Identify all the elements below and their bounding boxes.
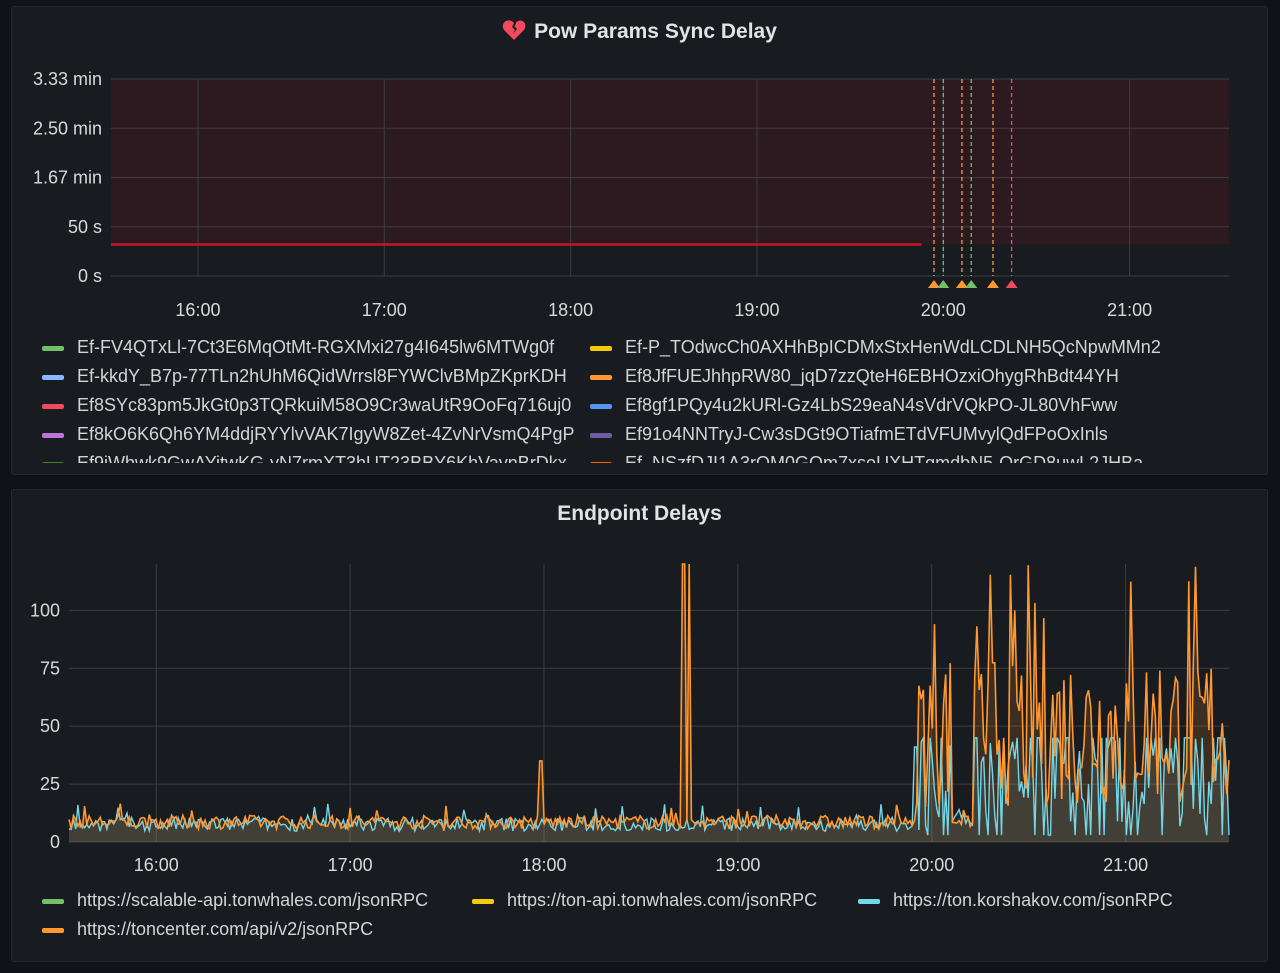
- legend-swatch: [590, 432, 612, 438]
- x-tick-label: 21:00: [1107, 300, 1152, 320]
- legend-item[interactable]: Ef91o4NNTryJ-Cw3sDGt9OTiafmETdVFUMvylQdF…: [590, 424, 1108, 445]
- legend-label: Ef8JfFUEJhhpRW80_jqD7zzQteH6EBHOzxiOhygR…: [625, 366, 1119, 386]
- legend-item[interactable]: Ef_NSzfDJI1A3rOM0GOm7xsoUXHTqmdbN5-OrGD8…: [590, 453, 1143, 463]
- series-line: [68, 563, 1230, 832]
- y-tick-label: 3.33 min: [33, 69, 102, 89]
- legend: https://scalable-api.tonwhales.com/jsonR…: [42, 890, 1257, 955]
- y-tick-label: 50: [40, 716, 60, 736]
- annotation-marker: [937, 280, 950, 288]
- y-tick-label: 1.67 min: [33, 168, 102, 188]
- x-tick-label: 16:00: [175, 300, 220, 320]
- endpoint-delays-panel: Endpoint Delays 0 25 50 75 100 16:00 17:00 18:0…: [11, 489, 1268, 962]
- legend-swatch: [590, 374, 612, 380]
- broken-heart-icon: [502, 19, 526, 47]
- legend-item[interactable]: Ef8JfFUEJhhpRW80_jqD7zzQteH6EBHOzxiOhygR…: [590, 366, 1119, 387]
- y-tick-label: 0: [50, 832, 60, 852]
- panel-title-text: Pow Params Sync Delay: [534, 20, 777, 43]
- legend-item[interactable]: Ef9iWhwk9GwAYitwKG-yN7rmXT3hUT23BBY6KhVa…: [42, 453, 567, 463]
- legend-item[interactable]: https://toncenter.com/api/v2/jsonRPC: [42, 919, 373, 940]
- legend-swatch: [590, 345, 612, 351]
- legend-label: Ef-kkdY_B7p-77TLn2hUhM6QidWrrsl8FYWClvBM…: [77, 366, 567, 386]
- annotation-marker: [1005, 280, 1018, 288]
- y-tick-label: 2.50 min: [33, 118, 102, 138]
- y-tick-label: 75: [40, 658, 60, 678]
- legend: Ef-FV4QTxLl-7Ct3E6MqOtMt-RGXMxi27g4I645l…: [42, 337, 1257, 463]
- y-tick-label: 0 s: [78, 266, 102, 286]
- pow-params-panel: Pow Params Sync Delay 0 s 50 s 1.67 min 2.5…: [11, 6, 1268, 475]
- series-line: [68, 735, 1230, 836]
- legend-label: https://ton-api.tonwhales.com/jsonRPC: [507, 890, 818, 910]
- x-tick-label: 19:00: [715, 855, 760, 875]
- threshold-zone: [111, 79, 1229, 245]
- x-tick-label: 16:00: [134, 855, 179, 875]
- y-tick-label: 50 s: [68, 217, 102, 237]
- legend-label: Ef8gf1PQy4u2kURl-Gz4LbS29eaN4sVdrVQkPO-J…: [625, 395, 1118, 415]
- legend-item[interactable]: https://ton-api.tonwhales.com/jsonRPC: [472, 890, 817, 911]
- annotation-marker: [965, 280, 978, 288]
- legend-item[interactable]: Ef8gf1PQy4u2kURl-Gz4LbS29eaN4sVdrVQkPO-J…: [590, 395, 1117, 416]
- pow-params-chart[interactable]: 0 s 50 s 1.67 min 2.50 min 3.33 min 16:00 17:0…: [12, 7, 1268, 327]
- x-tick-label: 18:00: [521, 855, 566, 875]
- legend-swatch: [42, 345, 64, 351]
- panel-title-text: Endpoint Delays: [557, 502, 722, 525]
- x-tick-label: 17:00: [328, 855, 373, 875]
- x-tick-label: 20:00: [909, 855, 954, 875]
- legend-swatch: [42, 927, 64, 933]
- legend-scroll[interactable]: Ef-FV4QTxLl-7Ct3E6MqOtMt-RGXMxi27g4I645l…: [42, 337, 1257, 463]
- legend-label: Ef8kO6K6Qh6YM4ddjRYYlvVAK7IgyW8Zet-4ZvNr…: [77, 424, 575, 444]
- annotation-marker: [927, 280, 940, 288]
- x-tick-label: 17:00: [362, 300, 407, 320]
- endpoint-delays-chart[interactable]: 0 25 50 75 100 16:00 17:00 18:00 19:00 20:00 21:00: [12, 490, 1268, 885]
- annotation-marker: [986, 280, 999, 288]
- legend-label: Ef-FV4QTxLl-7Ct3E6MqOtMt-RGXMxi27g4I645l…: [77, 337, 555, 357]
- series-area: [69, 564, 1229, 842]
- legend-swatch: [472, 898, 494, 904]
- x-tick-label: 20:00: [921, 300, 966, 320]
- x-tick-label: 21:00: [1103, 855, 1148, 875]
- legend-swatch: [858, 898, 880, 904]
- legend-label: Ef-P_TOdwcCh0AXHhBpICDMxStxHenWdLCDLNH5Q…: [625, 337, 1161, 357]
- legend-item[interactable]: https://scalable-api.tonwhales.com/jsonR…: [42, 890, 428, 911]
- legend-label: Ef9iWhwk9GwAYitwKG-yN7rmXT3hUT23BBY6KhVa…: [77, 453, 567, 463]
- legend-item[interactable]: Ef8kO6K6Qh6YM4ddjRYYlvVAK7IgyW8Zet-4ZvNr…: [42, 424, 575, 445]
- y-tick-label: 25: [40, 774, 60, 794]
- x-tick-label: 18:00: [548, 300, 593, 320]
- legend-swatch: [42, 461, 64, 463]
- legend-label: Ef_NSzfDJI1A3rOM0GOm7xsoUXHTqmdbN5-OrGD8…: [625, 453, 1144, 463]
- legend-item[interactable]: Ef-P_TOdwcCh0AXHhBpICDMxStxHenWdLCDLNH5Q…: [590, 337, 1161, 358]
- legend-label: Ef91o4NNTryJ-Cw3sDGt9OTiafmETdVFUMvylQdF…: [625, 424, 1108, 444]
- annotation-marker: [955, 280, 968, 288]
- legend-swatch: [590, 461, 612, 463]
- legend-item[interactable]: https://ton.korshakov.com/jsonRPC: [858, 890, 1173, 911]
- x-tick-label: 19:00: [734, 300, 779, 320]
- panel-title[interactable]: Endpoint Delays: [12, 502, 1267, 526]
- legend-label: Ef8SYc83pm5JkGt0p3TQRkuiM58O9Cr3waUtR9Oo…: [77, 395, 572, 415]
- legend-label: https://scalable-api.tonwhales.com/jsonR…: [77, 890, 429, 910]
- panel-title[interactable]: Pow Params Sync Delay: [12, 19, 1267, 47]
- legend-swatch: [42, 898, 64, 904]
- legend-item[interactable]: Ef8SYc83pm5JkGt0p3TQRkuiM58O9Cr3waUtR9Oo…: [42, 395, 571, 416]
- legend-swatch: [42, 432, 64, 438]
- legend-swatch: [42, 403, 64, 409]
- legend-item[interactable]: Ef-kkdY_B7p-77TLn2hUhM6QidWrrsl8FYWClvBM…: [42, 366, 567, 387]
- legend-label: https://ton.korshakov.com/jsonRPC: [893, 890, 1173, 910]
- legend-item[interactable]: Ef-FV4QTxLl-7Ct3E6MqOtMt-RGXMxi27g4I645l…: [42, 337, 554, 358]
- legend-swatch: [590, 403, 612, 409]
- legend-label: https://toncenter.com/api/v2/jsonRPC: [77, 919, 374, 939]
- y-tick-label: 100: [30, 600, 60, 620]
- legend-swatch: [42, 374, 64, 380]
